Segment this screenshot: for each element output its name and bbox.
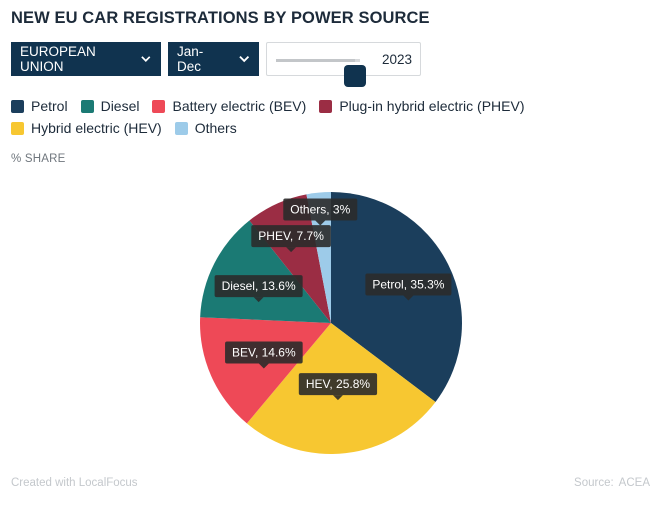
legend-row: Petrol Diesel Battery electric (BEV) Plug-i… [11, 95, 651, 117]
legend-label: Diesel [100, 98, 140, 114]
legend-row: Hybrid electric (HEV) Others [11, 117, 651, 139]
legend-label: Others [194, 120, 237, 136]
legend-item-others[interactable]: Others [174, 120, 237, 136]
chart-legend: Petrol Diesel Battery electric (BEV) Plug-i… [11, 95, 651, 139]
period-dropdown[interactable]: Jan-Dec [168, 42, 259, 76]
legend-item-bev[interactable]: Battery electric (BEV) [152, 98, 306, 114]
period-dropdown-label: Jan-Dec [177, 44, 204, 74]
legend-swatch [152, 99, 166, 113]
legend-item-diesel[interactable]: Diesel [80, 98, 140, 114]
svg-text:Diesel, 13.6%: Diesel, 13.6% [222, 279, 296, 293]
chart-title: NEW EU CAR REGISTRATIONS BY POWER SOURCE [11, 9, 430, 27]
legend-item-hev[interactable]: Hybrid electric (HEV) [11, 120, 162, 136]
slice-label-others: Others, 3% [283, 198, 358, 226]
svg-text:Petrol, 35.3%: Petrol, 35.3% [372, 277, 444, 291]
slice-label-phev: PHEV, 7.7% [251, 225, 331, 253]
legend-swatch [319, 99, 333, 113]
legend-label: Battery electric (BEV) [172, 98, 307, 114]
year-slider-thumb[interactable] [343, 65, 366, 87]
svg-text:BEV, 14.6%: BEV, 14.6% [232, 346, 296, 360]
legend-swatch [11, 99, 24, 113]
pie-slice-petrol[interactable] [331, 192, 462, 402]
year-slider-fill [276, 59, 355, 62]
footer-source: Source: ACEA [574, 477, 650, 489]
year-slider-track[interactable] [276, 59, 366, 87]
chevron-down-icon [238, 55, 249, 63]
footer-source-value: ACEA [618, 477, 650, 489]
svg-text:HEV, 25.8%: HEV, 25.8% [306, 377, 371, 391]
unit-label: % SHARE [11, 153, 66, 165]
legend-item-petrol[interactable]: Petrol [11, 98, 68, 114]
chart-controls: EUROPEAN UNION Jan-Dec 2023 [11, 42, 421, 87]
pie-slice-diesel[interactable] [200, 220, 331, 323]
legend-item-phev[interactable]: Plug-in hybrid electric (PHEV) [319, 98, 524, 114]
year-slider-value: 2023 [382, 52, 413, 67]
footer-credit[interactable]: Created with LocalFocus [11, 477, 138, 489]
slice-label-bev: BEV, 14.6% [225, 341, 303, 369]
legend-swatch [11, 121, 24, 135]
legend-swatch [174, 121, 188, 135]
legend-label: Plug-in hybrid electric (PHEV) [339, 98, 525, 114]
footer-source-label: Source: [574, 477, 614, 489]
slice-label-petrol: Petrol, 35.3% [365, 273, 452, 301]
svg-text:Others, 3%: Others, 3% [290, 203, 350, 217]
year-slider[interactable]: 2023 [266, 42, 421, 87]
svg-text:PHEV, 7.7%: PHEV, 7.7% [258, 229, 324, 243]
pie-slice-others[interactable] [306, 192, 331, 323]
region-dropdown-label: EUROPEAN UNION [20, 44, 96, 74]
legend-swatch [80, 99, 94, 113]
legend-label: Hybrid electric (HEV) [31, 120, 162, 136]
region-dropdown[interactable]: EUROPEAN UNION [11, 42, 161, 76]
chevron-down-icon [141, 56, 151, 62]
slice-label-diesel: Diesel, 13.6% [214, 275, 303, 303]
slice-label-hev: HEV, 25.8% [298, 373, 378, 401]
legend-label: Petrol [31, 98, 68, 114]
